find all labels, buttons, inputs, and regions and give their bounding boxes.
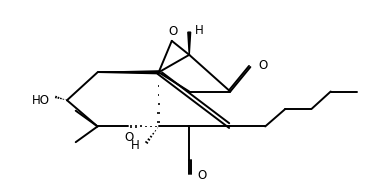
Polygon shape: [188, 32, 191, 55]
Polygon shape: [98, 71, 159, 74]
Text: O: O: [124, 131, 134, 144]
Text: H: H: [195, 24, 204, 37]
Text: O: O: [258, 59, 267, 72]
Text: H: H: [131, 139, 140, 152]
Text: O: O: [168, 25, 177, 38]
Text: HO: HO: [32, 94, 50, 107]
Text: O: O: [197, 169, 206, 182]
